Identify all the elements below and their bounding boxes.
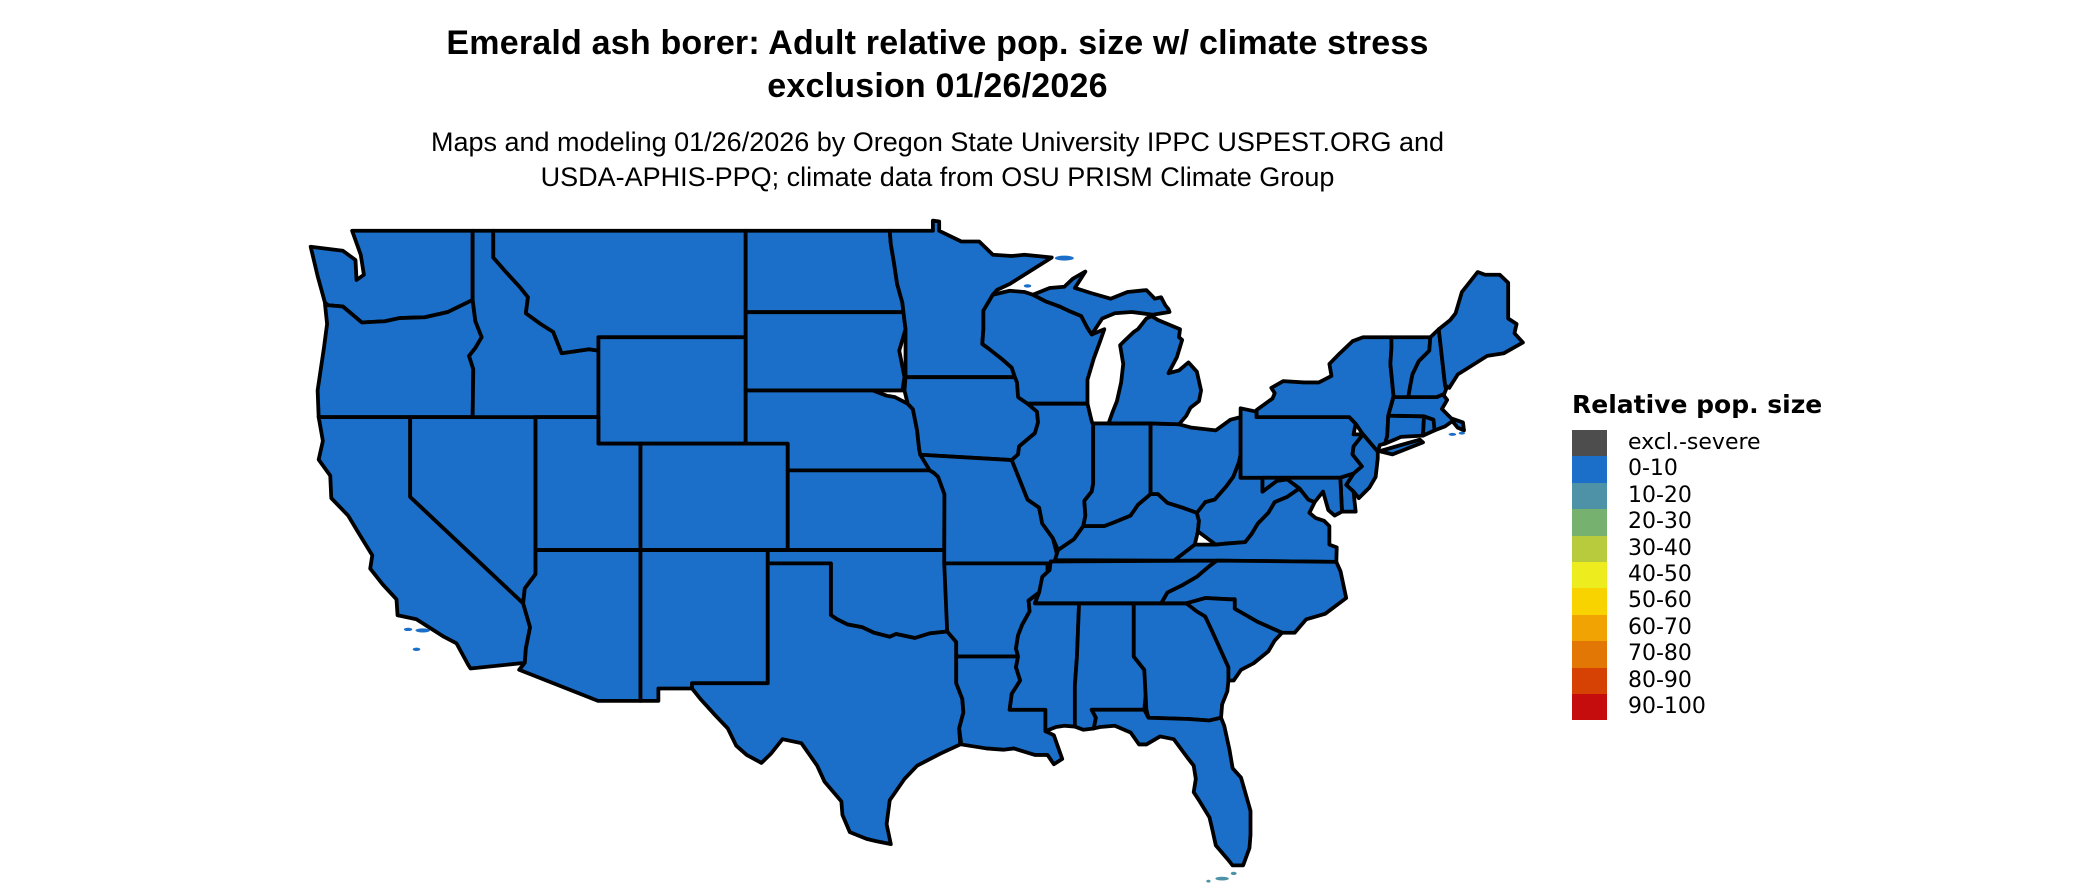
- legend-item: 60-70: [1572, 614, 1822, 642]
- state-florida: [1089, 707, 1253, 868]
- state-south-dakota: [743, 310, 908, 393]
- legend-swatch-excl-severe: [1572, 430, 1607, 457]
- legend-swatch-0-10: [1572, 456, 1607, 483]
- legend-label: 90-100: [1628, 693, 1706, 719]
- legend-item: 20-30: [1572, 509, 1822, 536]
- channel-island-3: [412, 647, 421, 652]
- legend-item: 10-20: [1572, 482, 1822, 510]
- legend-label: 20-30: [1628, 509, 1692, 535]
- isle-royale-island: [1054, 255, 1074, 261]
- legend-item: 90-100: [1572, 693, 1822, 721]
- legend-label: 70-80: [1628, 641, 1692, 667]
- channel-island-1: [415, 628, 431, 633]
- legend-swatch-70-80: [1572, 641, 1607, 668]
- legend-swatch-10-20: [1572, 482, 1607, 510]
- legend-item: 50-60: [1572, 588, 1822, 615]
- channel-island-2: [403, 627, 413, 632]
- map-header: Emerald ash borer: Adult relative pop. s…: [0, 22, 1875, 195]
- legend-item: 80-90: [1572, 667, 1822, 694]
- state-oregon: [315, 298, 484, 420]
- florida-keys-2: [1230, 871, 1237, 876]
- legend-swatch-90-100: [1572, 693, 1607, 721]
- us-map-container: [305, 216, 1525, 885]
- florida-keys-3: [1206, 879, 1211, 883]
- state-delaware: [1338, 471, 1358, 514]
- legend-title: Relative pop. size: [1572, 390, 1823, 419]
- state-maryland: [1260, 475, 1344, 518]
- legend-swatch-50-60: [1572, 588, 1607, 615]
- legend-swatch-80-90: [1572, 667, 1607, 694]
- legend-label: excl.-severe: [1628, 430, 1761, 455]
- legend-swatch-60-70: [1572, 614, 1607, 642]
- legend-label: 30-40: [1628, 535, 1692, 561]
- legend-item: 0-10: [1572, 456, 1822, 483]
- us-map: [308, 218, 1525, 883]
- page-title-line1: Emerald ash borer: Adult relative pop. s…: [446, 24, 1429, 62]
- legend-label: 40-50: [1628, 561, 1692, 587]
- state-wyoming: [596, 335, 748, 446]
- legend-item: 30-40: [1572, 535, 1822, 562]
- apostle-island: [1023, 284, 1032, 288]
- florida-keys-1: [1215, 876, 1229, 881]
- map-subtitle: Maps and modeling 01/26/2026 by Oregon S…: [0, 125, 1875, 195]
- legend-label: 60-70: [1628, 614, 1692, 640]
- nantucket-island: [1458, 431, 1466, 435]
- legend-label: 0-10: [1628, 456, 1678, 482]
- legend-swatch-40-50: [1572, 561, 1607, 589]
- state-south-carolina: [1184, 596, 1284, 683]
- state-michigan-upper: [1030, 269, 1172, 337]
- state-colorado: [638, 441, 790, 552]
- subtitle-line2: USDA-APHIS-PPQ; climate data from OSU PR…: [540, 162, 1335, 192]
- legend-item: 70-80: [1572, 641, 1822, 668]
- legend-label: 50-60: [1628, 588, 1692, 614]
- state-massachusetts: [1386, 392, 1466, 433]
- legend-label: 10-20: [1628, 482, 1692, 508]
- legend-swatch-30-40: [1572, 535, 1607, 562]
- state-maine: [1436, 270, 1525, 390]
- state-michigan-lower: [1106, 314, 1203, 427]
- state-new-mexico: [638, 548, 770, 703]
- legend-item: excl.-severe: [1572, 430, 1822, 457]
- legend-label: 80-90: [1628, 667, 1692, 693]
- state-arizona: [517, 548, 643, 703]
- state-kansas: [785, 468, 947, 552]
- legend-swatch-20-30: [1572, 509, 1607, 536]
- state-texas: [690, 561, 966, 847]
- subtitle-line1: Maps and modeling 01/26/2026 by Oregon S…: [430, 127, 1445, 157]
- state-north-dakota: [743, 228, 906, 315]
- legend: Relative pop. size excl.-severe 0-10 10-…: [1572, 390, 1823, 721]
- legend-item: 40-50: [1572, 561, 1822, 589]
- marthas-vineyard-island: [1448, 432, 1457, 436]
- page-title-line2: exclusion 01/26/2026: [767, 67, 1108, 105]
